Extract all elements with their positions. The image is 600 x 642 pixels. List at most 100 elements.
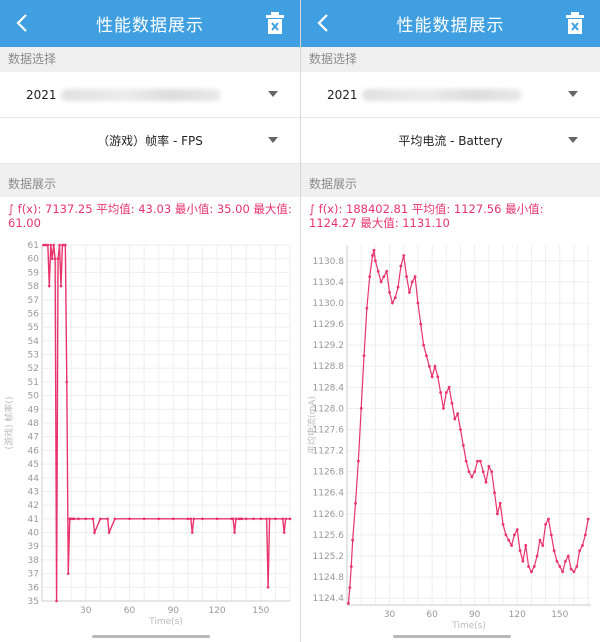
data-point (583, 533, 587, 537)
device-select[interactable]: 2021 (301, 72, 600, 118)
data-point (234, 517, 238, 521)
data-point (72, 517, 76, 521)
data-point (390, 301, 394, 305)
caret-down-icon (268, 137, 278, 143)
data-point (490, 470, 494, 474)
y-tick-label: 1125.6 (313, 531, 345, 541)
data-point (473, 470, 477, 474)
data-point (55, 599, 58, 603)
y-axis-title: 平均电流(mA) (306, 396, 318, 454)
chart-area: ∫ f(x): 7137.25 平均值: 43.03 最小值: 35.00 最大… (0, 197, 300, 642)
data-point (527, 565, 530, 568)
data-point (265, 517, 268, 521)
data-point (487, 464, 491, 468)
data-point (461, 443, 465, 447)
data-point (444, 391, 448, 394)
y-tick-label: 61 (28, 241, 39, 251)
y-tick-label: 44 (28, 474, 40, 484)
data-point (65, 380, 69, 384)
data-point (64, 243, 67, 247)
y-tick-label: 1126.0 (313, 510, 345, 520)
data-point (93, 531, 96, 534)
y-tick-label: 56 (28, 309, 40, 319)
data-point (581, 544, 584, 547)
page-title: 性能数据展示 (396, 16, 505, 36)
data-point (348, 586, 352, 590)
data-point (535, 554, 539, 558)
data-point (430, 375, 434, 379)
data-point (171, 517, 175, 521)
data-point (422, 343, 426, 347)
x-tick-label: 60 (124, 606, 136, 616)
data-point (373, 259, 377, 263)
back-button[interactable] (313, 10, 333, 36)
data-point (518, 549, 522, 553)
panel-fps: 性能数据展示 数据选择 2021 （游戏）帧率 - FPS 数据展示 ∫ f(x… (0, 0, 300, 642)
scrollbar[interactable] (393, 635, 511, 638)
data-point (252, 517, 255, 521)
fps-chart[interactable]: 35 36 37 38 39 40 41 42 43 44 45 46 47 48 49 50 51 52 53 54… (0, 235, 300, 637)
chevron-left-icon (16, 14, 27, 32)
metric-select[interactable]: 平均电流 - Battery (301, 118, 600, 164)
data-point (46, 243, 50, 247)
data-point (382, 275, 386, 279)
data-point (447, 385, 451, 389)
y-axis-title: (游戏) 帧率() (3, 397, 15, 450)
data-point (351, 538, 355, 542)
data-point (459, 428, 462, 431)
back-button[interactable] (12, 10, 32, 36)
data-point (49, 243, 53, 247)
data-select-label: 数据选择 (301, 47, 600, 72)
data-point (359, 406, 363, 410)
data-point (464, 459, 468, 463)
data-point (439, 391, 443, 394)
data-point (544, 522, 548, 526)
data-point (192, 517, 196, 521)
data-point (388, 291, 391, 294)
x-axis-title: Time(s) (148, 617, 183, 627)
data-point (372, 248, 376, 252)
data-point (399, 264, 403, 268)
data-point (478, 459, 482, 463)
data-point (481, 470, 485, 474)
stats-summary: ∫ f(x): 7137.25 平均值: 43.03 最小值: 35.00 最大… (8, 202, 292, 230)
data-point (281, 517, 285, 521)
delete-button[interactable] (264, 11, 286, 35)
battery-chart[interactable]: 1124.4 1124.8 1125.2 1125.6 1126.0 1126.4 1126… (301, 235, 600, 637)
trash-icon (266, 12, 284, 34)
metric-select[interactable]: （游戏）帧率 - FPS (0, 118, 300, 164)
data-point (547, 517, 550, 521)
data-point (442, 406, 445, 410)
device-select[interactable]: 2021 (0, 72, 300, 118)
data-point (53, 257, 57, 260)
data-point (368, 275, 372, 279)
data-point (416, 301, 420, 305)
data-point (501, 522, 505, 526)
data-point (532, 565, 536, 568)
data-point (405, 275, 408, 279)
data-point (379, 280, 383, 284)
y-tick-label: 35 (28, 597, 39, 607)
data-point (201, 517, 204, 521)
data-point (259, 517, 263, 521)
y-tick-label: 1128.4 (313, 383, 345, 393)
metric-select-value: （游戏）帧率 - FPS (97, 134, 203, 148)
data-point (244, 517, 248, 521)
data-point (552, 549, 556, 553)
data-point (541, 544, 545, 547)
data-point (52, 243, 55, 247)
data-point (515, 528, 519, 532)
y-tick-label: 1128.0 (313, 404, 345, 414)
scrollbar[interactable] (92, 635, 210, 638)
delete-button[interactable] (564, 11, 586, 35)
x-tick-label: 90 (469, 610, 481, 620)
y-tick-label: 1130.8 (313, 257, 345, 267)
series-line (43, 244, 290, 602)
data-point (586, 517, 590, 521)
x-tick-label: 90 (168, 606, 180, 616)
data-point (410, 280, 414, 284)
data-point (186, 517, 190, 521)
data-point (402, 254, 406, 257)
data-point (215, 517, 219, 521)
data-point (393, 296, 397, 300)
